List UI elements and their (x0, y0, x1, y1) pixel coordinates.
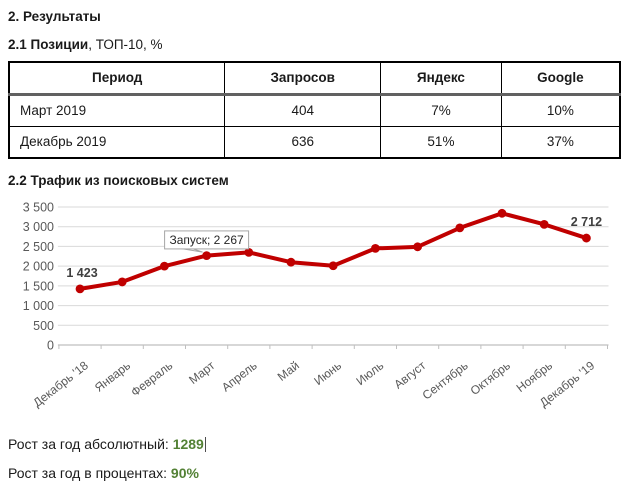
chart-x-tick-label: Июль (353, 358, 386, 388)
chart-data-point (75, 284, 85, 294)
chart-data-point (413, 242, 422, 252)
text-cursor (204, 437, 207, 452)
table-header-period[interactable]: Период (8, 61, 226, 96)
chart-y-tick-label: 1 500 (23, 279, 54, 293)
chart-data-label: 1 423 (66, 266, 97, 280)
chart-x-tick-label: Сентябрь (420, 358, 471, 402)
table-cell-queries[interactable]: 404 (224, 93, 382, 127)
table-cell-google[interactable]: 10% (500, 93, 621, 127)
chart-y-tick-label: 1 000 (23, 299, 54, 313)
page-title[interactable]: 2. Результаты (8, 9, 101, 24)
positions-table: Период Запросов Яндекс Google Март 2019 … (8, 61, 621, 159)
table-header-yandex[interactable]: Яндекс (380, 61, 502, 96)
chart-x-tick-label: Январь (92, 358, 133, 394)
chart-data-point (371, 244, 380, 253)
table-cell-period[interactable]: Март 2019 (8, 93, 226, 127)
section-subtitle-positions: , ТОП-10, % (88, 37, 163, 52)
chart-data-point (539, 219, 549, 229)
table-cell-period[interactable]: Декабрь 2019 (8, 125, 226, 159)
chart-callout-box (164, 230, 250, 250)
table-cell-queries[interactable]: 636 (224, 125, 382, 159)
growth-percent-value: 90% (170, 465, 199, 481)
chart-data-point (497, 208, 507, 218)
chart-x-tick-label: Март (186, 358, 218, 387)
chart-y-tick-label: 0 (47, 339, 54, 353)
chart-y-tick-label: 3 000 (23, 220, 54, 234)
chart-series-line (78, 211, 589, 291)
chart-x-tick-label: Апрель (219, 358, 260, 394)
chart-x-tick-label: Октябрь (468, 358, 513, 398)
chart-x-tick-label: Август (391, 358, 428, 392)
chart-x-tick-label: Июнь (311, 358, 344, 388)
growth-percent-label: Рост за год в процентах: (8, 465, 171, 481)
chart-data-point (582, 233, 591, 243)
growth-percent-line[interactable]: Рост за год в процентах: 90% (8, 465, 621, 481)
chart-y-tick-label: 2 000 (23, 260, 54, 274)
chart-data-point (455, 223, 465, 233)
chart-data-label: 2 712 (571, 215, 602, 229)
chart-x-tick-label: Декабрь '18 (30, 358, 91, 410)
chart-data-point (244, 247, 254, 257)
chart-data-point (117, 277, 127, 287)
section-heading-positions[interactable]: 2.1 Позиции, ТОП-10, % (8, 37, 621, 52)
chart-callout-text: Запуск; 2 267 (169, 233, 244, 247)
growth-absolute-value: 1289 (172, 436, 204, 452)
chart-data-point (202, 251, 212, 261)
table-cell-yandex[interactable]: 51% (380, 125, 502, 159)
growth-absolute-line[interactable]: Рост за год абсолютный: 1289 (8, 436, 621, 452)
table-header-row: Период Запросов Яндекс Google (8, 61, 621, 96)
chart-x-tick-label: Февраль (128, 358, 175, 399)
table-row: Март 2019 404 7% 10% (8, 93, 621, 127)
chart-data-point (286, 257, 296, 267)
table-row: Декабрь 2019 636 51% 37% (8, 125, 621, 159)
chart-y-tick-label: 3 500 (23, 201, 54, 215)
chart-data-point (328, 261, 338, 271)
chart-y-tick-label: 2 500 (23, 240, 54, 254)
section-heading-traffic[interactable]: 2.2 Трафик из поисковых систем (8, 173, 229, 188)
table-cell-google[interactable]: 37% (500, 125, 621, 159)
growth-absolute-label: Рост за год абсолютный: (8, 436, 173, 452)
table-cell-yandex[interactable]: 7% (380, 93, 502, 127)
chart-x-tick-label: Май (275, 358, 302, 384)
chart-data-point (160, 261, 169, 271)
section-number-positions: 2.1 Позиции (8, 37, 89, 52)
table-header-google[interactable]: Google (500, 61, 621, 96)
traffic-chart[interactable]: 0 500 1 000 1 500 2 000 2 500 3 000 3 500 Декабр… (8, 195, 621, 423)
chart-y-tick-label: 500 (33, 319, 54, 333)
table-header-queries[interactable]: Запросов (224, 61, 382, 96)
